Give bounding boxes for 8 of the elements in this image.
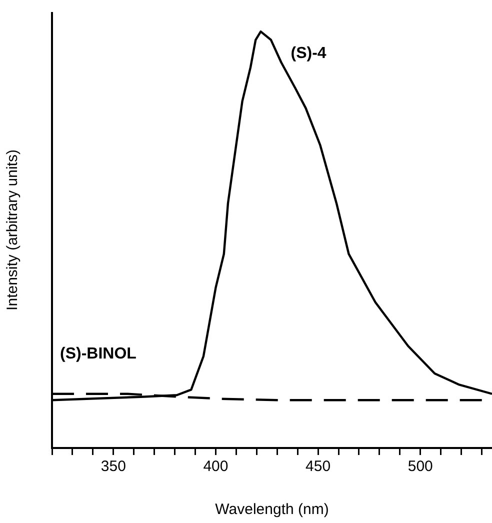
x-axis-title: Wavelength (nm) xyxy=(215,501,329,518)
series-label: (S)-BINOL xyxy=(60,345,137,362)
x-tick-label: 400 xyxy=(203,458,228,476)
x-tick-label: 450 xyxy=(306,458,331,476)
x-tick-label: 350 xyxy=(100,458,126,476)
y-axis-title: Intensity (arbitrary units) xyxy=(4,150,22,310)
series-label: (S)-4 xyxy=(290,44,326,62)
x-tick-label: 500 xyxy=(408,458,433,476)
